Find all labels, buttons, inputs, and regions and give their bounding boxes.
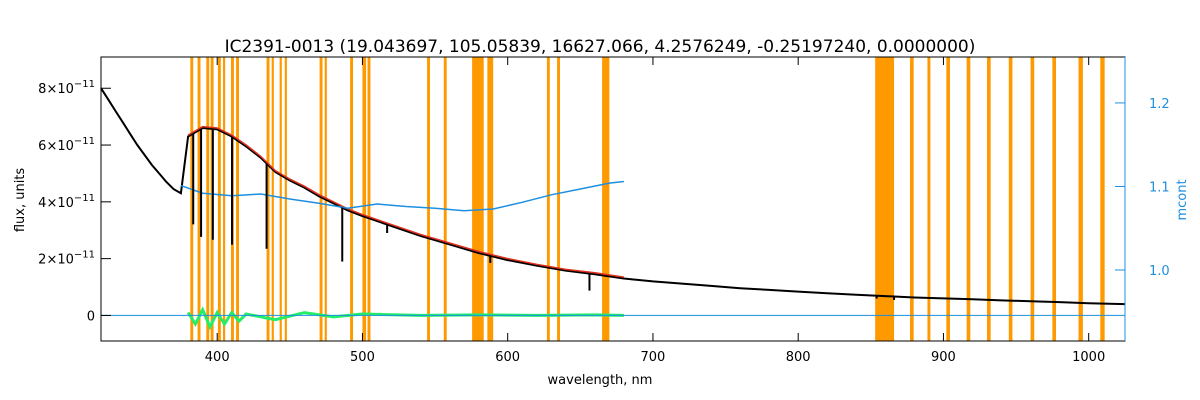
mask-band-15 [362,57,367,341]
y-right-tick-label-2: 1.2 [1149,97,1170,112]
mask-band-12 [319,57,323,341]
mask-band-22 [557,57,560,341]
mask-band-9 [271,57,274,341]
mask-band-20 [487,57,494,341]
mask-band-26 [927,57,931,341]
mask-band-0 [190,57,194,341]
x-tick-label-500: 500 [350,350,375,365]
y-right-tick-label-0: 1.0 [1149,264,1170,279]
mask-band-23 [602,57,610,341]
mask-band-32 [1052,57,1057,341]
mask-band-7 [236,57,239,341]
mask-band-18 [443,57,447,341]
x-tick-label-600: 600 [495,350,520,365]
mask-band-17 [427,57,430,341]
x-axis-title: wavelength, nm [548,373,653,388]
y-tick-label-3: 6×10−11 [38,136,95,154]
chart-title: IC2391-0013 (19.043697, 105.05839, 16627… [225,37,976,57]
mask-band-30 [1008,57,1013,341]
y-tick-label-4: 8×10−11 [38,79,95,97]
x-tick-label-700: 700 [641,350,666,365]
mask-band-4 [217,57,221,341]
y-right-tick-label-1: 1.1 [1149,180,1170,195]
mask-band-34 [1100,57,1105,341]
y-tick-label-1: 2×10−11 [38,250,95,268]
mask-band-24 [875,57,895,341]
mask-band-19 [472,57,484,341]
y-right-axis-title: mcont [1175,179,1190,220]
mask-band-10 [279,57,282,341]
mask-band-27 [946,57,950,341]
mask-band-14 [350,57,354,341]
mask-band-8 [266,57,270,341]
mask-band-28 [966,57,971,341]
mask-band-5 [223,57,226,341]
x-tick-label-400: 400 [205,350,230,365]
y-axis-title: flux, units [13,168,28,233]
series-continuum [180,180,624,212]
y-right-axis-ticks: 1.0 1.1 1.2 [1115,97,1170,279]
mask-band-16 [367,57,371,341]
mask-band-1 [197,57,201,341]
mask-band-33 [1078,57,1083,341]
x-tick-label-800: 800 [786,350,811,365]
x-axis-ticks: 400 500 600 700 800 900 1000 [205,57,1105,365]
x-tick-label-900: 900 [931,350,956,365]
series-model [187,125,625,278]
mask-band-21 [546,57,550,341]
y-tick-label-2: 4×10−11 [38,193,95,211]
series-observed [100,87,1126,306]
series-layer [100,87,1126,331]
x-tick-label-1000: 1000 [1072,350,1105,365]
mask-band-29 [987,57,991,341]
y-tick-label-0: 0 [87,309,95,324]
y-axis-ticks: 0 2×10−11 4×10−11 6×10−11 8×10−11 [38,79,111,324]
mask-band-2 [206,57,210,341]
mask-band-31 [1030,57,1035,341]
mask-band-25 [910,57,914,341]
